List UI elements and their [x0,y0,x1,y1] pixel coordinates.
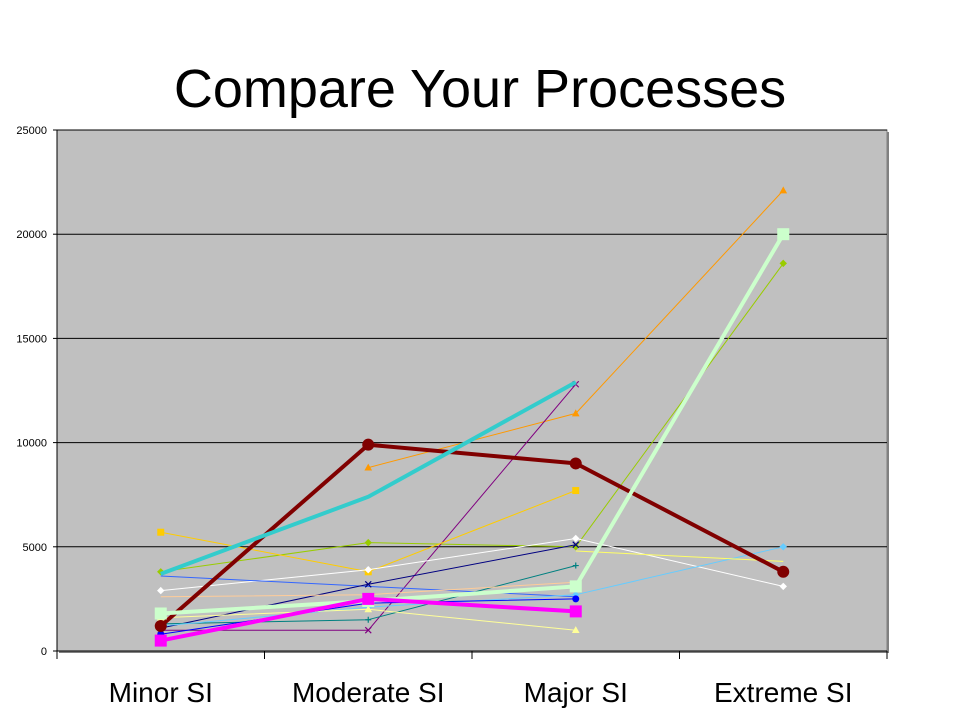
y-tick-label: 0 [41,646,47,658]
data-point [157,586,165,595]
data-point [569,580,582,593]
series-10 [160,575,576,598]
series-line [160,233,786,616]
data-point [364,566,372,574]
data-point [569,605,582,618]
series-line [160,538,784,592]
data-point [779,259,787,268]
series-15 [575,550,784,562]
series-9 [157,534,787,595]
data-point [362,438,375,451]
slide-title: Compare Your Processes [173,59,787,119]
data-point [571,409,580,417]
data-point [364,538,372,547]
y-tick-label: 20000 [16,229,47,241]
data-point [154,634,167,647]
y-tick-label: 15000 [16,333,47,345]
data-point [572,595,580,603]
data-point [364,626,372,634]
data-point [777,565,790,578]
data-point [572,541,580,549]
series-line [160,380,577,576]
series-line [160,263,784,573]
x-tick-label: Minor SI [109,677,213,708]
data-point [779,582,787,591]
series-group [154,186,790,647]
series-6 [157,259,787,576]
series-line [160,575,576,598]
data-point [779,186,788,194]
data-point [157,528,165,536]
data-point [365,616,372,623]
data-point [572,534,580,543]
axes: 0 5000 10000 15000 20000 25000 Minor SI Moderat… [16,125,888,708]
data-point [154,607,167,620]
data-point [364,605,373,613]
data-point [572,487,580,495]
y-tick-label: 10000 [16,438,47,450]
x-tick-label: Major SI [524,677,628,708]
plot-area [56,129,889,653]
data-point [569,457,582,470]
data-point [779,543,787,551]
data-point [572,562,579,569]
data-point [777,228,790,241]
plot-background [56,129,888,652]
series-line [575,550,784,562]
series-2 [160,380,577,576]
data-point [154,619,167,632]
data-point [362,592,375,605]
y-tick-label: 5000 [23,542,47,554]
x-tick-label: Moderate SI [292,677,445,708]
y-tick-label: 25000 [16,125,47,137]
data-point [571,626,580,634]
data-point [364,580,372,588]
x-tick-label: Extreme SI [714,677,852,708]
data-point [364,463,373,471]
series-4 [154,592,582,647]
